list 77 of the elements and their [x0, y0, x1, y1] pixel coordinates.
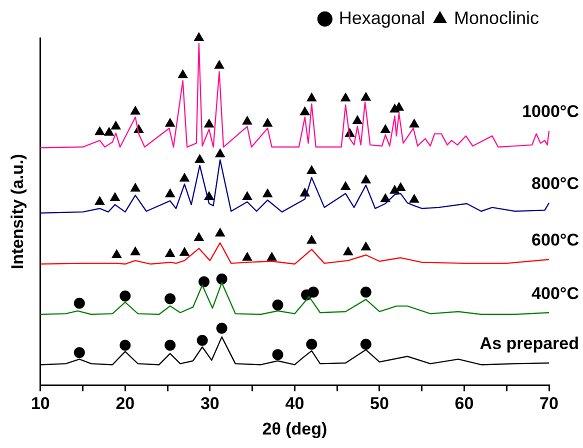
point [111, 121, 121, 130]
point [194, 232, 204, 241]
point [120, 340, 131, 351]
point [300, 106, 310, 116]
point [180, 173, 190, 182]
point [204, 118, 214, 128]
point [380, 124, 390, 134]
point [215, 228, 225, 236]
point [120, 290, 131, 302]
point [390, 185, 400, 194]
point [216, 322, 228, 334]
x-tick-label: 70 [540, 394, 558, 414]
point [112, 250, 122, 258]
point [361, 92, 371, 101]
point [164, 293, 176, 304]
point [214, 60, 224, 69]
point [94, 196, 105, 205]
point [94, 126, 105, 136]
point [272, 349, 284, 360]
point [242, 252, 252, 261]
point [266, 252, 277, 261]
point [180, 247, 190, 256]
point [272, 299, 284, 310]
point [165, 118, 175, 127]
point [196, 334, 208, 346]
point [262, 188, 272, 198]
point [74, 347, 85, 358]
point [343, 246, 353, 256]
point [360, 286, 372, 298]
point [130, 106, 140, 115]
point [110, 192, 120, 202]
series-label: 800°C [532, 174, 579, 194]
point [198, 276, 210, 288]
point [361, 174, 371, 184]
point [306, 92, 316, 102]
point [165, 188, 175, 198]
point [409, 194, 420, 203]
point [340, 181, 350, 190]
point [194, 154, 205, 163]
point [165, 248, 175, 257]
series-label: 1000°C [522, 102, 579, 122]
point [74, 298, 85, 309]
point [306, 165, 316, 174]
point [380, 194, 390, 202]
point [104, 127, 114, 136]
y-axis-title: Intensity (a.u.) [8, 154, 27, 270]
point [194, 32, 204, 41]
series-label: 400°C [532, 284, 579, 303]
series-label: 600°C [532, 230, 579, 250]
point [409, 118, 420, 128]
point [396, 182, 406, 191]
point [262, 118, 272, 127]
point [361, 242, 371, 250]
x-tick-label: 40 [285, 394, 304, 414]
legend-label: Monoclinic [454, 8, 540, 28]
point [308, 286, 319, 298]
x-tick-label: 20 [116, 394, 135, 414]
point [164, 340, 176, 351]
x-axis-title: 2θ (deg) [262, 419, 328, 438]
point [306, 338, 318, 350]
point [360, 338, 372, 350]
point [130, 246, 140, 256]
point [242, 192, 252, 200]
x-tick-label: 60 [454, 394, 474, 414]
point [340, 92, 350, 102]
x-tick-label: 10 [30, 394, 50, 414]
point [242, 116, 252, 125]
legend-label: Hexagonal [338, 8, 425, 28]
point [216, 273, 228, 284]
point [178, 70, 188, 78]
series-label: As prepared [480, 334, 579, 354]
x-tick-label: 30 [200, 394, 220, 414]
point [352, 115, 362, 124]
point [215, 148, 225, 158]
x-tick-label: 50 [370, 394, 389, 414]
point [306, 235, 316, 244]
point [130, 183, 140, 192]
